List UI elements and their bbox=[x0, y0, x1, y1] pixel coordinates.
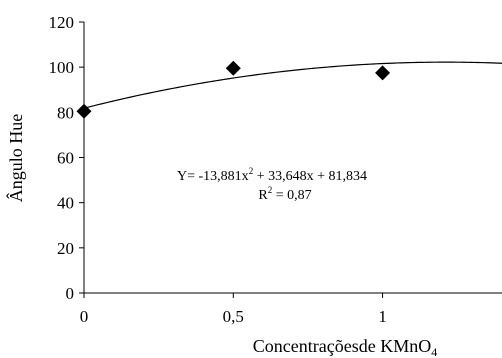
x-axis-title-subscript: 4 bbox=[431, 345, 437, 358]
trendline-curve bbox=[83, 61, 502, 109]
data-point-diamond bbox=[375, 65, 391, 81]
r-squared-label: R2 = 0,87 bbox=[258, 185, 311, 203]
y-tick-label: 60 bbox=[57, 149, 74, 168]
r2-suffix: = 0,87 bbox=[272, 188, 311, 203]
y-tick-label: 0 bbox=[66, 284, 75, 303]
x-tick-label: 0 bbox=[80, 307, 89, 326]
y-tick-label: 40 bbox=[57, 194, 74, 213]
y-axis-title: Ângulo Hue bbox=[5, 114, 26, 203]
x-axis-title-main: Concentraçõesde KMnO bbox=[253, 336, 431, 356]
x-tick-label: 0,5 bbox=[223, 307, 244, 326]
equation-prefix: Y= -13,881x bbox=[177, 169, 249, 184]
equation-suffix: + 33,648x + 81,834 bbox=[253, 169, 367, 184]
x-axis-title: Concentraçõesde KMnO4 bbox=[253, 336, 437, 358]
data-points bbox=[76, 60, 391, 119]
y-tick-label: 80 bbox=[57, 103, 74, 122]
y-tick-label: 120 bbox=[49, 13, 75, 32]
trendline bbox=[83, 61, 502, 109]
y-tick-label: 20 bbox=[57, 239, 74, 258]
data-point-diamond bbox=[76, 103, 92, 119]
y-tick-label: 100 bbox=[49, 58, 75, 77]
equation-superscript: 2 bbox=[249, 166, 254, 176]
x-tick-label: 1 bbox=[378, 307, 387, 326]
y-axis-ticks: 0 20 40 60 80 100 120 bbox=[49, 13, 84, 303]
regression-equation: Y= -13,881x2 + 33,648x + 81,834 bbox=[177, 166, 367, 184]
r2-prefix: R bbox=[258, 188, 268, 203]
r2-superscript: 2 bbox=[268, 185, 273, 195]
x-axis-ticks: 0 0,5 1 bbox=[80, 293, 387, 326]
data-point-diamond bbox=[225, 60, 241, 76]
